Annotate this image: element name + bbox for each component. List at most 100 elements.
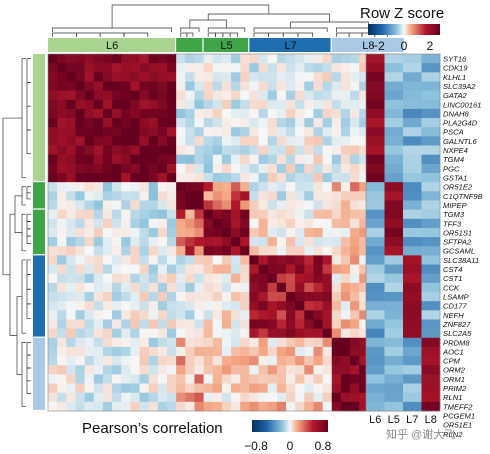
dendrogram-branch bbox=[253, 32, 269, 37]
correlation-cell bbox=[167, 173, 177, 183]
correlation-cell bbox=[130, 292, 140, 302]
correlation-cell bbox=[331, 383, 342, 394]
correlation-cell bbox=[286, 255, 296, 265]
dendrogram-branch bbox=[26, 341, 31, 356]
correlation-cell bbox=[212, 173, 223, 183]
correlation-cell bbox=[359, 401, 369, 412]
zscore-cell bbox=[421, 273, 441, 284]
correlation-cell bbox=[221, 108, 232, 119]
correlation-cell bbox=[340, 182, 351, 192]
correlation-cell bbox=[313, 108, 323, 119]
correlation-cell bbox=[75, 54, 85, 64]
correlation-cell bbox=[267, 173, 278, 183]
correlation-cell bbox=[93, 90, 104, 101]
correlation-cell bbox=[112, 209, 122, 220]
correlation-cell bbox=[57, 383, 67, 394]
correlation-cell bbox=[212, 273, 223, 284]
correlation-cell bbox=[75, 264, 85, 275]
correlation-cell bbox=[249, 227, 259, 238]
correlation-cell bbox=[304, 328, 314, 339]
correlation-cell bbox=[121, 401, 131, 412]
correlation-cell bbox=[295, 346, 305, 357]
correlation-cell bbox=[130, 218, 140, 229]
correlation-cell bbox=[249, 200, 259, 210]
correlation-cell bbox=[203, 163, 214, 174]
correlation-cell bbox=[240, 218, 250, 229]
correlation-cell bbox=[313, 218, 323, 229]
correlation-cell bbox=[340, 136, 351, 146]
correlation-cell bbox=[112, 200, 122, 210]
correlation-cell bbox=[267, 108, 278, 119]
zscore-cell bbox=[384, 383, 404, 394]
correlation-cell bbox=[350, 99, 360, 110]
correlation-cell bbox=[295, 356, 305, 366]
zscore-cell bbox=[384, 301, 404, 311]
correlation-cell bbox=[157, 145, 168, 156]
correlation-cell bbox=[286, 118, 296, 128]
correlation-cell bbox=[240, 90, 250, 101]
correlation-cell bbox=[322, 337, 333, 348]
correlation-cell bbox=[194, 273, 204, 284]
correlation-cell bbox=[340, 108, 351, 119]
correlation-cell bbox=[57, 374, 67, 384]
correlation-cell bbox=[167, 282, 177, 293]
correlation-cell bbox=[84, 154, 95, 165]
correlation-cell bbox=[240, 54, 250, 64]
correlation-cell bbox=[267, 136, 278, 146]
correlation-cell bbox=[84, 273, 95, 284]
zscore-cell bbox=[366, 237, 385, 247]
correlation-cell bbox=[75, 292, 85, 302]
correlation-cell bbox=[258, 374, 269, 384]
correlation-cell bbox=[359, 118, 369, 128]
correlation-cell bbox=[121, 90, 131, 101]
gene-label: CPM bbox=[443, 357, 461, 366]
correlation-cell bbox=[139, 337, 150, 348]
correlation-cell bbox=[304, 374, 314, 384]
correlation-cell bbox=[139, 182, 150, 192]
gene-label: SLC2A5 bbox=[443, 329, 472, 338]
correlation-cell bbox=[176, 337, 186, 348]
gene-label: AOC1 bbox=[442, 347, 464, 356]
correlation-cell bbox=[331, 127, 342, 137]
correlation-cell bbox=[75, 63, 85, 73]
correlation-cell bbox=[203, 273, 214, 284]
correlation-cell bbox=[148, 182, 159, 192]
correlation-cell bbox=[350, 310, 360, 320]
correlation-cell bbox=[194, 374, 204, 384]
correlation-cell bbox=[57, 173, 67, 183]
correlation-cell bbox=[167, 292, 177, 302]
correlation-cell bbox=[75, 127, 85, 137]
correlation-cell bbox=[359, 301, 369, 311]
zscore-cell bbox=[366, 255, 385, 265]
zscore-cell bbox=[366, 209, 385, 220]
zscore-cell bbox=[384, 209, 404, 220]
correlation-cell bbox=[102, 237, 113, 247]
correlation-cell bbox=[304, 63, 314, 73]
correlation-cell bbox=[148, 54, 159, 64]
correlation-cell bbox=[313, 81, 323, 91]
correlation-cell bbox=[258, 346, 269, 357]
correlation-cell bbox=[185, 200, 195, 210]
correlation-cell bbox=[340, 264, 351, 275]
gene-label: SLC38A11 bbox=[443, 256, 479, 265]
correlation-cell bbox=[221, 200, 232, 210]
zscore-cell bbox=[403, 383, 422, 394]
correlation-cell bbox=[112, 90, 122, 101]
correlation-cell bbox=[249, 163, 259, 174]
correlation-cell bbox=[130, 163, 140, 174]
correlation-cell bbox=[304, 264, 314, 275]
zscore-cell bbox=[403, 127, 422, 137]
correlation-cell bbox=[231, 282, 241, 293]
correlation-cell bbox=[221, 72, 232, 82]
correlation-cell bbox=[176, 246, 186, 256]
correlation-cell bbox=[331, 54, 342, 64]
correlation-cell bbox=[231, 401, 241, 412]
gene-label: PLA2G4D bbox=[443, 119, 478, 128]
correlation-cell bbox=[48, 108, 58, 119]
correlation-cell bbox=[350, 200, 360, 210]
correlation-cell bbox=[84, 163, 95, 174]
correlation-cell bbox=[331, 255, 342, 265]
correlation-cell bbox=[57, 356, 67, 366]
correlation-cell bbox=[84, 346, 95, 357]
correlation-cell bbox=[203, 200, 214, 210]
